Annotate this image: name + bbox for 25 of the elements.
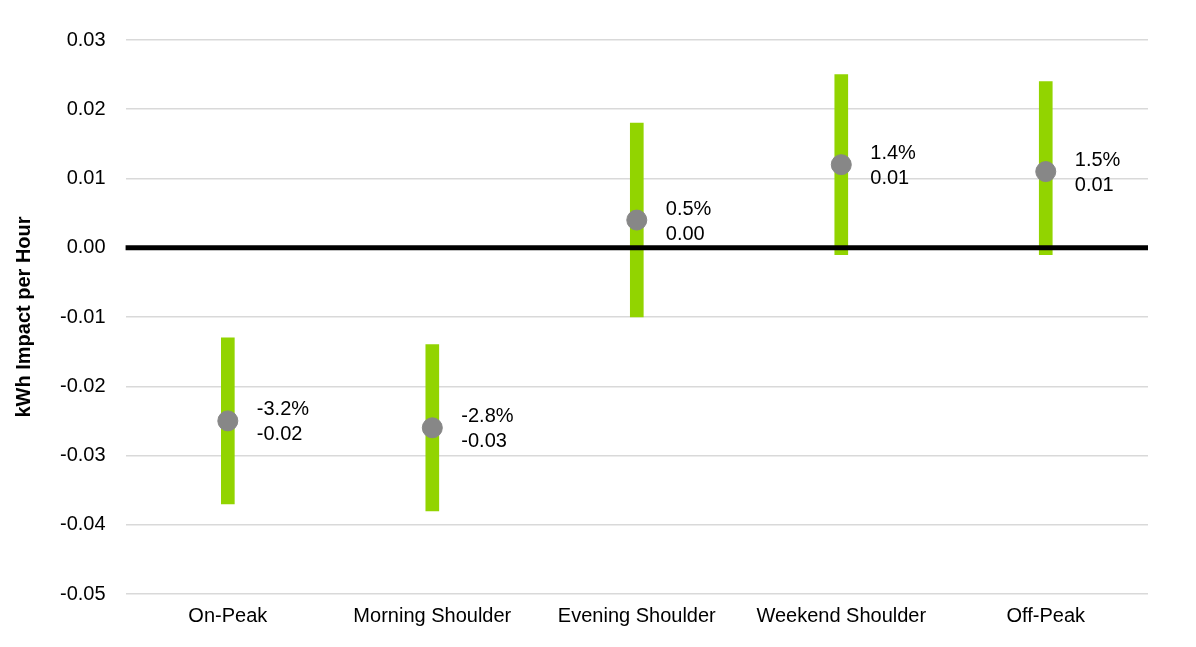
x-tick-label: On-Peak	[188, 603, 269, 626]
point	[1035, 161, 1057, 183]
y-tick-label: -0.02	[59, 373, 106, 396]
point	[217, 410, 239, 432]
point	[421, 417, 443, 439]
data-label: 1.4% 0.01	[870, 141, 917, 189]
data-label: 0.5% 0.00	[665, 196, 712, 244]
x-tick-label: Evening Shoulder	[557, 603, 717, 626]
data-label: -2.8% -0.03	[461, 404, 514, 452]
data-label: -3.2% -0.02	[256, 397, 310, 445]
y-tick-label: 0.01	[66, 166, 106, 189]
y-tick-label: -0.01	[59, 304, 106, 327]
point	[830, 154, 852, 176]
y-tick-label: -0.04	[59, 512, 106, 535]
y-axis-title: kWh Impact per Hour	[11, 216, 34, 418]
y-tick-label: 0.02	[66, 96, 106, 119]
y-tick-label: -0.03	[59, 443, 106, 466]
y-tick-label: 0.00	[66, 235, 106, 258]
point	[626, 209, 648, 231]
y-tick-label: -0.05	[59, 581, 106, 604]
x-tick-label: Weekend Shoulder	[756, 603, 927, 626]
x-tick-label: Off-Peak	[1006, 603, 1087, 626]
y-tick-label: 0.03	[66, 27, 106, 50]
x-tick-label: Morning Shoulder	[353, 603, 512, 626]
data-label: 1.5% 0.01	[1074, 148, 1121, 196]
